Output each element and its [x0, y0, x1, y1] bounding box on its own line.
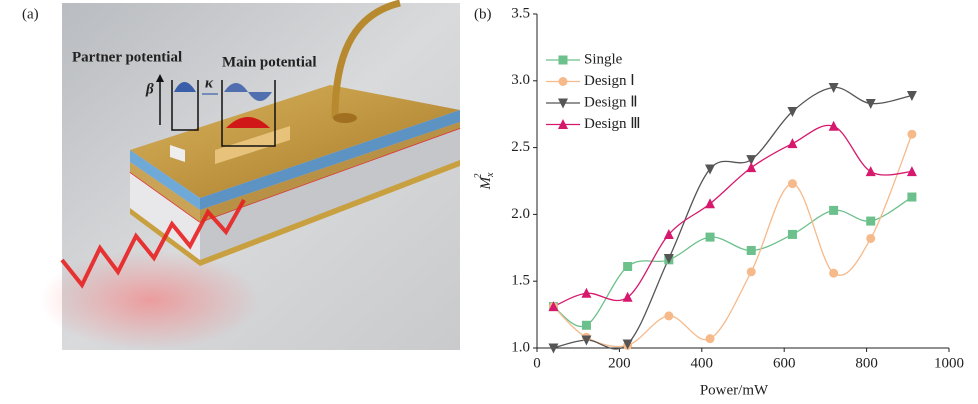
- legend-label: Design Ⅰ: [584, 73, 635, 89]
- x-tick-label: 0: [533, 355, 541, 371]
- marker: [787, 138, 797, 148]
- y-tick-label: 3.5: [511, 5, 530, 21]
- device-illustration: β κ Partner potential Main potential: [40, 3, 460, 350]
- x-tick-label: 600: [773, 355, 796, 371]
- marker: [866, 234, 875, 243]
- marker: [664, 311, 673, 320]
- legend-label: Design Ⅲ: [584, 116, 641, 132]
- panel-label: (a): [22, 6, 39, 22]
- partner-label: Partner potential: [72, 49, 182, 65]
- marker: [747, 267, 756, 276]
- legend-label: Design Ⅱ: [584, 94, 638, 110]
- marker: [746, 162, 756, 172]
- series-line: [553, 125, 911, 306]
- x-tick-label: 1000: [934, 355, 964, 371]
- panel-label: (b): [474, 6, 492, 22]
- marker: [559, 56, 568, 65]
- marker: [907, 193, 916, 202]
- marker: [829, 206, 838, 215]
- marker: [747, 246, 756, 255]
- figure: (a) (b) β κ Partner potential Main poten…: [0, 0, 978, 404]
- marker: [623, 262, 632, 271]
- legend-label: Single: [584, 51, 623, 67]
- y-tick-label: 1.0: [511, 339, 530, 355]
- beta-label: β: [145, 81, 154, 97]
- marker: [559, 77, 568, 86]
- y-tick-label: 3.0: [511, 72, 530, 88]
- x-tick-label: 400: [691, 355, 714, 371]
- x-tick-label: 200: [608, 355, 631, 371]
- marker: [907, 166, 917, 176]
- marker: [705, 198, 715, 208]
- marker: [907, 130, 916, 139]
- marker: [866, 217, 875, 226]
- x-axis-label: Power/mW: [700, 382, 769, 398]
- y-axis-label: Mx2: [473, 172, 496, 191]
- y-tick-label: 1.5: [511, 273, 530, 289]
- main-label: Main potential: [222, 54, 317, 70]
- y-tick-label: 2.0: [511, 206, 530, 222]
- marker: [706, 334, 715, 343]
- x-tick-label: 800: [855, 355, 878, 371]
- marker: [706, 233, 715, 242]
- marker: [582, 321, 591, 330]
- series-line: [553, 134, 911, 346]
- y-tick-label: 2.5: [511, 139, 530, 155]
- marker: [788, 179, 797, 188]
- kappa-label: κ: [205, 75, 214, 91]
- marker: [829, 269, 838, 278]
- marker: [866, 166, 876, 176]
- marker: [788, 230, 797, 239]
- y-label-sup: 2: [473, 174, 484, 179]
- y-label-sub: x: [485, 172, 496, 178]
